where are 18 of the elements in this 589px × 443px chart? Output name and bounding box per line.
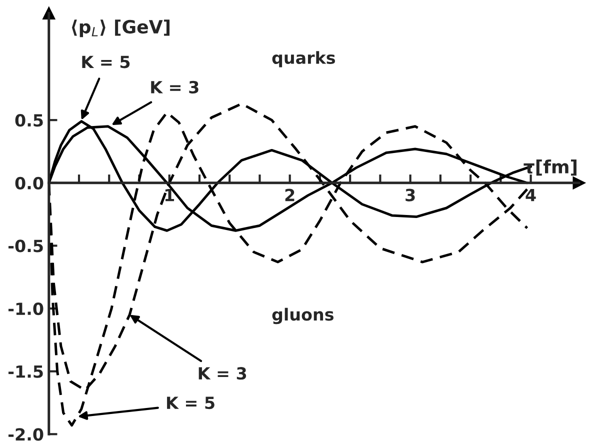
x-tick-label: 3 <box>406 188 415 202</box>
y-axis-title: ⟨p$_{L}$⟩ [GeV] <box>72 20 170 38</box>
annotation: quarks <box>272 51 336 68</box>
y-tick-label: -0.5 <box>8 240 43 252</box>
x-tick-label: 4 <box>526 188 536 202</box>
y-tick-label: -1.5 <box>8 366 43 378</box>
y-tick-label: 0.5 <box>15 114 43 127</box>
annotation: K = 3 <box>151 80 198 94</box>
annotation: K = 5 <box>167 396 214 410</box>
y-tick-label: 0.0 <box>15 176 44 190</box>
annotation: gluons <box>272 308 334 324</box>
annotation: K = 5 <box>82 56 130 68</box>
x-tick-label: 1 <box>165 188 174 202</box>
y-tick-label: -1.0 <box>8 302 44 316</box>
annotation: K = 3 <box>198 367 246 380</box>
x-tick-label: 2 <box>285 188 294 202</box>
y-tick-label: -2.0 <box>8 428 44 441</box>
x-axis-title: τ[fm] <box>524 159 576 176</box>
